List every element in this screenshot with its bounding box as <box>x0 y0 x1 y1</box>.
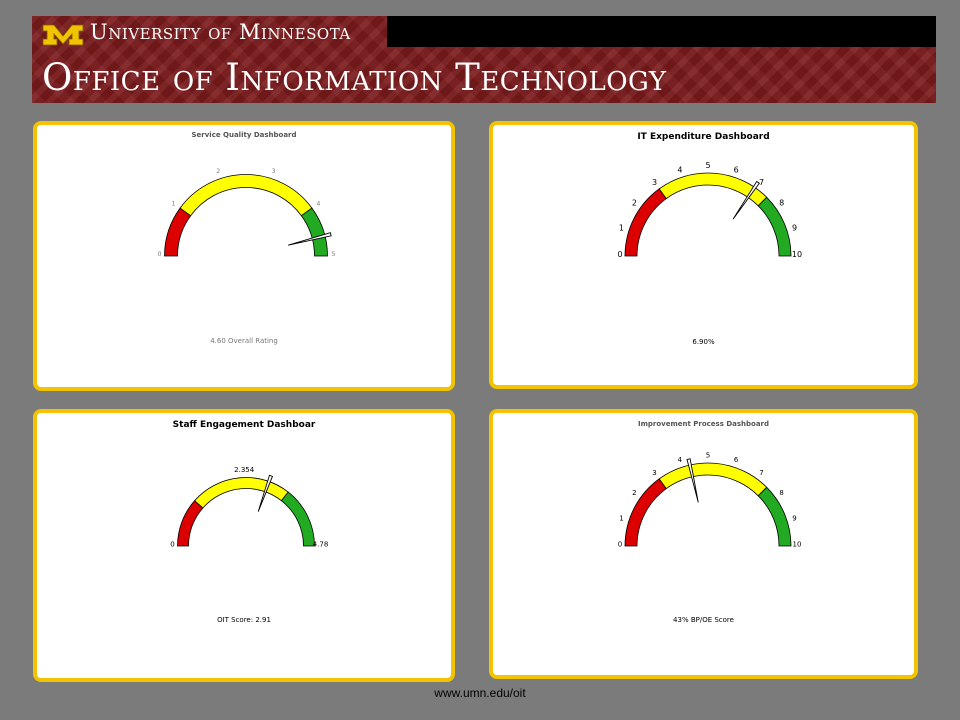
gauge-tick-label: 2.354 <box>234 466 255 474</box>
gauge-tick-label: 3 <box>652 178 657 187</box>
gauge-tick-label: 2 <box>216 168 220 175</box>
footer-url: www.umn.edu/oit <box>434 686 526 700</box>
gauge-range-band <box>757 486 792 547</box>
gauge-tick-label: 0 <box>617 250 622 259</box>
gauge-tick-label: 2 <box>632 198 637 207</box>
gauge-chart: 0 1 2 3 4 5 <box>158 168 336 258</box>
gauge-range-band <box>757 196 792 257</box>
gauge-needle <box>288 232 332 246</box>
gauge-tick-label: 4.78 <box>313 540 329 548</box>
gauge-caption: 6.90% <box>692 338 715 346</box>
gauge-range-band <box>164 207 192 257</box>
gauge-range-band <box>280 491 315 547</box>
improvement-process-panel: Improvement Process Dashboard 0 1 2 3 4 5 6 7 8 9… <box>489 409 918 679</box>
gauge-tick-label: 5 <box>705 161 710 170</box>
service-quality-panel: Service Quality Dashboard 0 1 2 3 4 5 4.60 Ov… <box>33 121 455 391</box>
banner-top-bar <box>387 16 936 47</box>
gauge-range-band <box>179 174 313 217</box>
gauge-tick-label: 1 <box>619 224 624 233</box>
gauge-tick-label: 3 <box>652 469 656 477</box>
gauge-tick-label: 0 <box>618 540 622 548</box>
gauge-tick-label: 2 <box>632 489 636 497</box>
gauge-tick-label: 3 <box>272 168 276 175</box>
gauge-tick-label: 10 <box>793 540 802 548</box>
gauge-tick-label: 9 <box>792 514 796 522</box>
gauge-tick-label: 1 <box>619 514 623 522</box>
panel-title: Improvement Process Dashboard <box>637 420 770 428</box>
gauge-tick-label: 4 <box>678 456 683 464</box>
gauge-range-band <box>194 477 289 509</box>
gauge-tick-label: 8 <box>779 198 784 207</box>
office-name: Office of Information Technology <box>42 56 667 99</box>
gauge-tick-label: 4 <box>677 165 682 174</box>
university-name: University of Minnesota <box>90 20 351 44</box>
gauge-chart: 0 2.354 4.78 <box>170 466 329 548</box>
gauge-tick-label: 6 <box>734 456 739 464</box>
gauge-tick-label: 8 <box>779 489 783 497</box>
gauge-tick-label: 0 <box>170 540 174 548</box>
block-m-logo-icon <box>42 24 84 46</box>
gauge-caption: 43% BP/OE Score <box>673 616 734 624</box>
gauge-chart: 0 1 2 3 4 5 6 7 8 9 10 <box>618 451 802 548</box>
gauge-tick-label: 5 <box>332 251 336 258</box>
gauge-range-band <box>177 500 204 547</box>
gauge-needle <box>686 458 699 503</box>
gauge-tick-label: 10 <box>792 250 802 259</box>
gauge-needle <box>732 180 760 220</box>
gauge-chart: 0 1 2 3 4 5 6 7 8 9 10 <box>617 161 802 259</box>
gauge-tick-label: 7 <box>759 178 764 187</box>
gauge-tick-label: 5 <box>706 451 710 459</box>
gauge-caption: 4.60 Overall Rating <box>210 337 278 345</box>
gauge-tick-label: 7 <box>759 469 763 477</box>
gauge-range-band <box>300 207 328 257</box>
panel-title: Staff Engagement Dashboar <box>172 420 316 430</box>
gauge-tick-label: 4 <box>316 200 320 207</box>
gauge-caption: OIT Score: 2.91 <box>217 616 271 624</box>
gauge-tick-label: 1 <box>172 200 176 207</box>
gauge-needle <box>257 474 274 512</box>
gauge-range-band <box>658 462 768 497</box>
it-expenditure-panel: IT Expenditure Dashboard 0 1 2 3 4 5 6 7 8 9 10 6.… <box>489 121 918 389</box>
gauge-tick-label: 9 <box>792 224 797 233</box>
panel-title: Service Quality Dashboard <box>191 131 297 139</box>
gauge-tick-label: 0 <box>158 251 162 258</box>
gauge-range-band <box>658 172 768 207</box>
header-banner: University of Minnesota Office of Inform… <box>32 16 936 103</box>
staff-engagement-panel: Staff Engagement Dashboar 0 2.354 4.78 OIT… <box>33 409 455 682</box>
panel-title: IT Expenditure Dashboard <box>637 132 770 142</box>
gauge-tick-label: 6 <box>734 165 739 174</box>
